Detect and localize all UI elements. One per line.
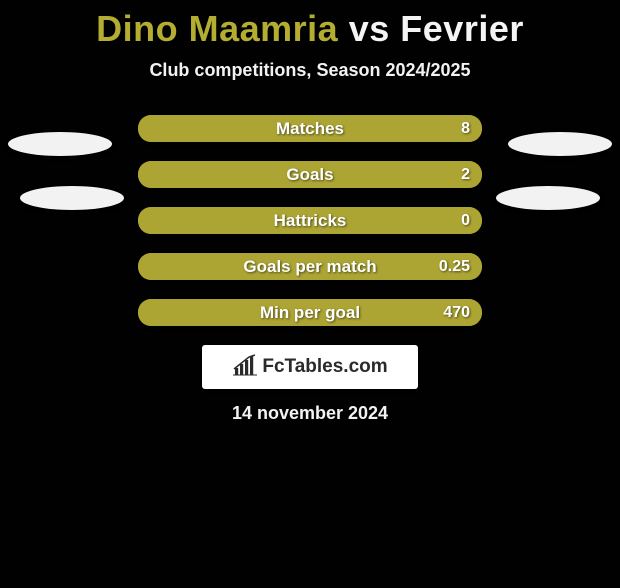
subtitle: Club competitions, Season 2024/2025	[0, 60, 620, 81]
stat-label: Goals	[138, 161, 482, 188]
comparison-title: Dino Maamria vs Fevrier	[0, 8, 620, 50]
stat-bar: Matches8	[138, 115, 482, 142]
player2-name: Fevrier	[400, 8, 524, 49]
bar-chart-icon	[232, 354, 258, 381]
fctables-logo-text: FcTables.com	[262, 356, 387, 378]
stat-label: Matches	[138, 115, 482, 142]
side-ellipse	[508, 132, 612, 156]
vs-word: vs	[349, 8, 390, 49]
stat-value: 8	[461, 115, 470, 142]
date-text: 14 november 2024	[0, 403, 620, 424]
stat-bar: Goals2	[138, 161, 482, 188]
stat-value: 0	[461, 207, 470, 234]
stat-bar: Min per goal470	[138, 299, 482, 326]
side-ellipse	[20, 186, 124, 210]
bars-container: Matches8Goals2Hattricks0Goals per match0…	[138, 115, 482, 326]
stat-value: 2	[461, 161, 470, 188]
side-ellipse	[8, 132, 112, 156]
stat-label: Hattricks	[138, 207, 482, 234]
stat-bar: Goals per match0.25	[138, 253, 482, 280]
stat-value: 470	[443, 299, 470, 326]
stat-label: Goals per match	[138, 253, 482, 280]
player1-name: Dino Maamria	[96, 8, 338, 49]
stat-label: Min per goal	[138, 299, 482, 326]
side-ellipse	[496, 186, 600, 210]
stat-value: 0.25	[439, 253, 470, 280]
stat-bar: Hattricks0	[138, 207, 482, 234]
fctables-logo-box: FcTables.com	[202, 345, 418, 389]
